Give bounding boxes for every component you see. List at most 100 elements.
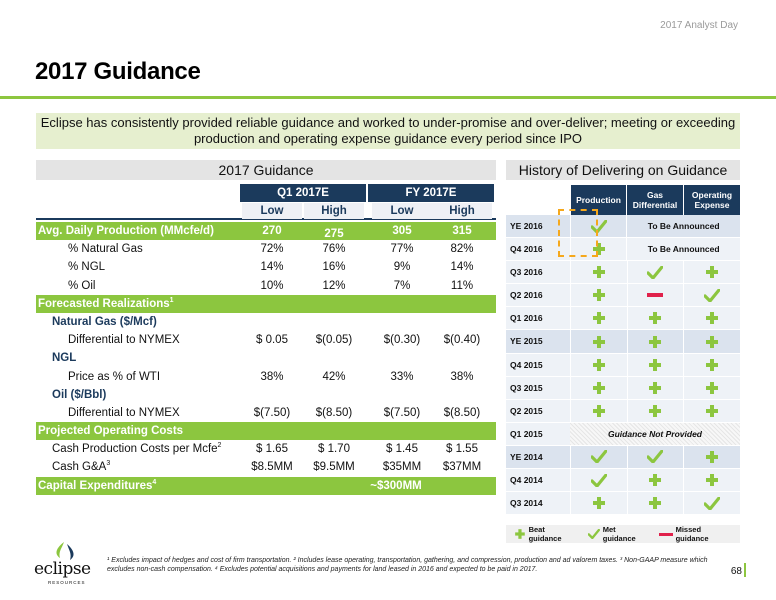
production-cell	[569, 445, 627, 469]
col-operating-expense: Operating Expense	[683, 185, 740, 215]
cell-value: $37MM	[442, 461, 482, 474]
period-header-row: Q1 2017E FY 2017E	[36, 184, 496, 202]
cash-production-costs-row: Cash Production Costs per Mcfe2 $ 1.65 $…	[36, 440, 496, 458]
page-title: 2017 Guidance	[35, 58, 201, 85]
gas-differential-cell	[626, 445, 684, 469]
row-label: Avg. Daily Production (MMcfe/d)	[38, 225, 214, 237]
cash-ga-row: Cash G&A3 $8.5MM $9.5MM $35MM $37MM	[36, 458, 496, 476]
period-label: Q4 2015	[510, 359, 543, 370]
period-label: Q4 2016	[510, 244, 543, 255]
low-high-header-row: Low High Low High	[36, 202, 496, 220]
production-cell	[569, 492, 627, 515]
operating-expense-cell	[683, 330, 740, 353]
plus-icon	[649, 358, 662, 371]
check-icon	[647, 265, 664, 279]
legend-missed: Missed guidance	[659, 525, 734, 543]
check-icon	[590, 450, 607, 464]
col-low: Low	[372, 203, 432, 219]
plus-icon	[649, 404, 662, 417]
production-cell	[569, 307, 627, 330]
plus-icon	[706, 266, 719, 279]
history-row: Q4 2016 To Be Announced	[506, 238, 740, 262]
cell-value: 82%	[450, 243, 474, 256]
operating-expense-cell	[683, 399, 740, 422]
cell-value: $(8.50)	[443, 406, 481, 419]
cell-value: 315	[452, 225, 472, 237]
history-row: YE 2016 To Be Announced	[506, 215, 740, 239]
check-icon	[590, 473, 607, 487]
cell-value: 14%	[260, 261, 284, 274]
history-row: YE 2015	[506, 330, 740, 354]
oil-subhead: Oil ($/Bbl)	[36, 386, 496, 404]
natural-gas-subhead: Natural Gas ($/Mcf)	[36, 313, 496, 331]
cell-value: 33%	[390, 370, 414, 383]
cell-value: 11%	[450, 279, 474, 292]
plus-icon	[649, 381, 662, 394]
cell-value: $9.5MM	[313, 461, 355, 474]
guidance-header: 2017 Guidance	[36, 160, 496, 180]
cell-value: $(7.50)	[253, 406, 291, 419]
cell-value: 77%	[390, 243, 414, 256]
legend: Beat guidance Met guidance Missed guidan…	[506, 525, 740, 543]
production-cell	[569, 330, 627, 353]
row-label: % Natural Gas	[68, 243, 143, 256]
period-label: Q4 2014	[510, 475, 543, 486]
event-label: 2017 Analyst Day	[660, 20, 738, 31]
cell-value: $(7.50)	[383, 406, 421, 419]
cell-value: $(8.50)	[315, 406, 353, 419]
natural-gas-pct-row: % Natural Gas 72% 76% 77% 82%	[36, 240, 496, 258]
row-label: % Oil	[68, 279, 96, 292]
gas-differential-cell	[626, 284, 684, 307]
history-row: Q1 2016	[506, 307, 740, 331]
realizations-section: Forecasted Realizations1	[36, 294, 496, 313]
period-label: Q2 2016	[510, 290, 543, 301]
plus-icon	[592, 497, 605, 510]
period-label: Q3 2016	[510, 267, 543, 278]
gas-differential-cell	[626, 261, 684, 284]
plus-icon	[592, 289, 605, 302]
operating-expense-cell	[683, 353, 740, 376]
not-provided-cell: Guidance Not Provided	[570, 422, 740, 445]
plus-icon	[515, 529, 525, 539]
col-high: High	[304, 203, 364, 219]
row-label: Cash G&A3	[52, 460, 111, 474]
history-row: Q2 2015	[506, 399, 740, 423]
production-cell	[569, 284, 627, 307]
operating-expense-cell	[683, 307, 740, 330]
row-label: Capital Expenditures4	[38, 478, 157, 492]
capex-value: ~$300MM	[370, 479, 422, 492]
operating-expense-cell	[683, 445, 740, 469]
subhead-label: Natural Gas ($/Mcf)	[52, 315, 157, 328]
gas-differential-cell	[626, 330, 684, 353]
row-label: Price as % of WTI	[68, 370, 161, 383]
period-label: Q3 2014	[510, 498, 543, 509]
minus-icon	[659, 532, 673, 536]
cell-value: 7%	[393, 279, 411, 292]
oil-pct-row: % Oil 10% 12% 7% 11%	[36, 277, 496, 295]
period-label: YE 2014	[510, 451, 543, 462]
operating-expense-cell	[683, 469, 740, 492]
legend-met: Met guidance	[588, 525, 649, 543]
cell-value: 10%	[260, 279, 284, 292]
highlight-box	[558, 209, 598, 257]
row-label: Cash Production Costs per Mcfe2	[52, 442, 222, 456]
subhead-label: Oil ($/Bbl)	[52, 388, 107, 401]
guidance-table: 2017 Guidance Q1 2017E FY 2017E Low High…	[36, 160, 496, 495]
period-label: Q3 2015	[510, 382, 543, 393]
history-row: Q3 2014	[506, 492, 740, 516]
cell-value: 16%	[322, 261, 346, 274]
row-label: Differential to NYMEX	[68, 406, 180, 419]
page-number: 68	[730, 566, 742, 577]
col-gas-differential: Gas Differential	[626, 185, 683, 215]
gas-differential-row: Differential to NYMEX $ 0.05 $(0.05) $(0…	[36, 331, 496, 349]
plus-icon	[706, 335, 719, 348]
gas-differential-cell	[626, 399, 684, 422]
cell-value: 305	[392, 225, 412, 237]
history-row: Q3 2015	[506, 376, 740, 400]
plus-icon	[706, 312, 719, 325]
cell-value: 42%	[322, 370, 346, 383]
cell-value: $(0.05)	[315, 334, 353, 347]
cell-value: 275	[324, 228, 344, 240]
cell-value: 72%	[260, 243, 284, 256]
plus-icon	[649, 497, 662, 510]
